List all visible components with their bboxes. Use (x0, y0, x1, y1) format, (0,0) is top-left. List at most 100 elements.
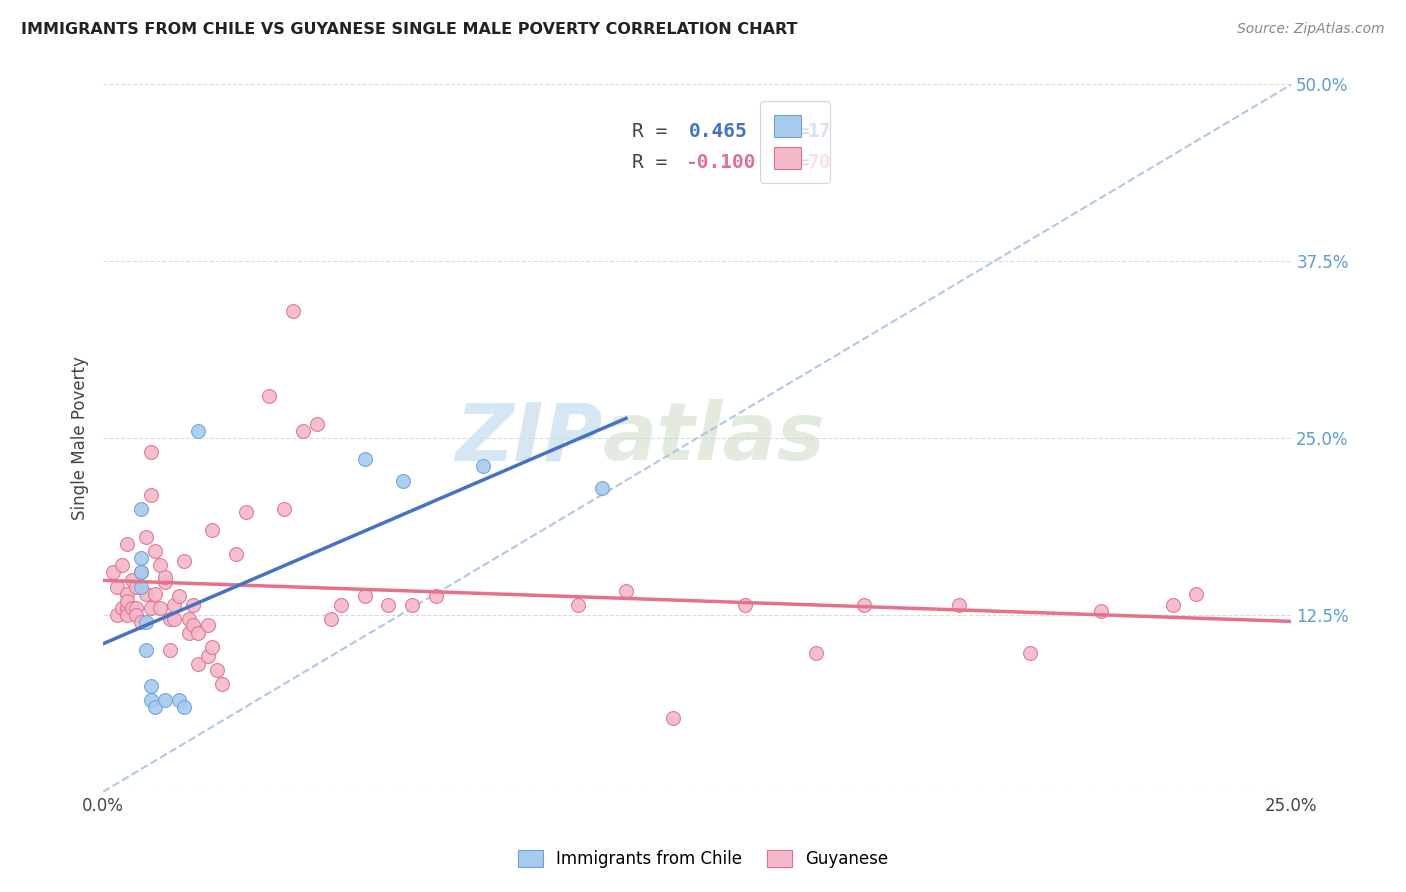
Point (614, 583, 637, 598)
Point (1019, 646, 1042, 660)
Point (283, 303, 305, 318)
Point (305, 417, 328, 431)
Point (187, 657, 209, 672)
Text: R =: R = (631, 153, 679, 172)
Point (187, 626, 209, 640)
Point (472, 459, 495, 474)
Text: atlas: atlas (602, 399, 825, 477)
Point (139, 692, 162, 706)
Text: ZIP: ZIP (454, 399, 602, 477)
Text: IMMIGRANTS FROM CHILE VS GUYANESE SINGLE MALE POVERTY CORRELATION CHART: IMMIGRANTS FROM CHILE VS GUYANESE SINGLE… (21, 22, 797, 37)
Text: R =: R = (631, 122, 679, 142)
Point (273, 501, 295, 516)
Point (115, 607, 138, 622)
Point (187, 424, 209, 438)
Text: N =: N = (751, 122, 821, 142)
Point (125, 607, 148, 622)
Point (177, 612, 200, 626)
Point (135, 587, 157, 601)
Point (425, 590, 447, 604)
Point (149, 558, 172, 573)
Point (145, 544, 167, 558)
Point (129, 566, 152, 580)
Point (139, 488, 162, 502)
Legend: Immigrants from Chile, Guyanese: Immigrants from Chile, Guyanese (510, 843, 896, 875)
Point (135, 615, 157, 629)
Point (321, 612, 343, 626)
Legend: , : , (761, 101, 830, 183)
Point (121, 600, 143, 615)
Point (139, 600, 162, 615)
Point (135, 643, 157, 657)
Text: Source: ZipAtlas.com: Source: ZipAtlas.com (1237, 22, 1385, 37)
Point (153, 575, 176, 590)
Point (177, 626, 200, 640)
Point (173, 699, 195, 714)
Point (115, 537, 138, 551)
Point (163, 612, 186, 626)
Point (734, 598, 756, 612)
Point (948, 598, 970, 612)
Point (197, 648, 219, 663)
Point (149, 600, 172, 615)
Point (101, 566, 124, 580)
Point (105, 607, 128, 622)
Point (291, 424, 314, 438)
Point (567, 598, 589, 612)
Text: -0.100: -0.100 (685, 153, 756, 172)
Point (139, 445, 162, 459)
Point (121, 573, 143, 587)
Point (167, 590, 190, 604)
Point (353, 452, 375, 467)
Point (159, 643, 181, 657)
Point (211, 677, 233, 691)
Point (852, 598, 875, 612)
Point (353, 590, 375, 604)
Text: 0.465: 0.465 (689, 122, 748, 142)
Text: 17: 17 (807, 122, 831, 142)
Point (135, 530, 157, 544)
Point (163, 598, 186, 612)
Point (129, 501, 152, 516)
Point (1090, 604, 1112, 618)
Point (205, 663, 228, 677)
Point (129, 566, 152, 580)
Point (197, 617, 219, 632)
Point (183, 617, 205, 632)
Point (159, 612, 181, 626)
Point (167, 692, 190, 706)
Point (129, 615, 152, 629)
Point (153, 570, 176, 584)
Point (105, 580, 128, 594)
Point (1185, 587, 1208, 601)
Point (201, 640, 224, 655)
Point (259, 389, 281, 403)
Point (225, 547, 247, 561)
Point (153, 692, 176, 706)
Point (1161, 598, 1184, 612)
Point (201, 523, 224, 537)
Point (591, 481, 613, 495)
Point (129, 551, 152, 566)
Point (173, 554, 195, 568)
Point (111, 558, 134, 573)
Point (329, 598, 352, 612)
Text: N =: N = (751, 153, 821, 172)
Point (115, 600, 138, 615)
Text: 70: 70 (807, 153, 831, 172)
Point (804, 646, 827, 660)
Point (401, 598, 423, 612)
Point (139, 679, 162, 693)
Point (183, 598, 205, 612)
Point (111, 600, 134, 615)
Point (115, 593, 138, 607)
Point (145, 699, 167, 714)
Point (125, 580, 148, 594)
Point (129, 580, 152, 594)
Point (125, 600, 148, 615)
Point (662, 711, 685, 725)
Point (235, 505, 257, 519)
Point (391, 474, 413, 488)
Point (115, 587, 138, 601)
Point (145, 587, 167, 601)
